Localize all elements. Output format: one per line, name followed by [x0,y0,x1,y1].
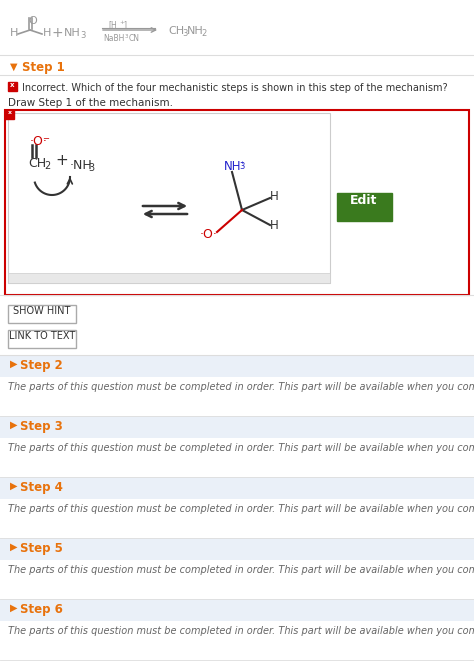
Text: ▶: ▶ [10,481,18,491]
Text: ]: ] [123,20,126,29]
Text: H: H [43,28,51,38]
Text: +: + [52,26,64,40]
Text: CH: CH [168,26,184,36]
Bar [0,295,474,355]
Text: 3: 3 [182,29,187,38]
Text: H: H [270,219,279,232]
Text: NH: NH [187,26,204,36]
Text: Step 4: Step 4 [20,481,63,494]
Text: The parts of this question must be completed in order. This part will be availab: The parts of this question must be compl… [8,443,474,453]
Bar [5,110,14,119]
Text: ·O·: ·O· [200,228,218,241]
Text: The parts of this question must be completed in order. This part will be availab: The parts of this question must be compl… [8,504,474,514]
Bar [0,355,474,377]
Text: +: + [55,153,68,168]
Text: NH: NH [224,160,241,173]
Text: [H: [H [108,20,117,29]
Text: Draw Step 1 of the mechanism.: Draw Step 1 of the mechanism. [8,98,173,108]
Bar [5,110,469,295]
Text: ·NH: ·NH [70,159,93,172]
Text: CN: CN [129,34,140,43]
Text: Step 1: Step 1 [22,61,65,74]
Text: NaBH: NaBH [103,34,124,43]
Text: ▼: ▼ [10,62,18,72]
Text: ▶: ▶ [10,542,18,552]
Text: x: x [8,110,11,115]
Text: Step 5: Step 5 [20,542,63,555]
Bar [0,538,474,560]
Text: 3: 3 [125,34,128,39]
Bar [8,82,17,91]
Bar [0,477,474,499]
Text: H: H [10,28,18,38]
Text: ▶: ▶ [10,420,18,430]
Text: The parts of this question must be completed in order. This part will be availab: The parts of this question must be compl… [8,626,474,636]
Text: 3: 3 [80,31,85,40]
Bar [337,193,392,221]
Text: Edit: Edit [350,194,378,207]
Text: +: + [119,20,124,25]
Text: ·O·: ·O· [30,135,48,148]
Text: x: x [10,82,15,88]
Text: ▶: ▶ [10,359,18,369]
Text: ⁺: ⁺ [239,160,244,169]
Text: 2: 2 [201,29,206,38]
Text: The parts of this question must be completed in order. This part will be availab: The parts of this question must be compl… [8,565,474,575]
Text: H: H [270,190,279,203]
Bar [0,416,474,438]
Bar [0,0,474,55]
Text: The parts of this question must be completed in order. This part will be availab: The parts of this question must be compl… [8,382,474,392]
Text: SHOW HINT: SHOW HINT [13,306,71,316]
Bar [0,55,474,75]
Text: Incorrect. Which of the four mechanistic steps is shown in this step of the mech: Incorrect. Which of the four mechanistic… [22,83,447,93]
Bar [0,599,474,621]
Text: ▶: ▶ [10,603,18,613]
Text: Step 3: Step 3 [20,420,63,433]
Text: 3: 3 [88,163,94,173]
Text: 3: 3 [239,162,245,171]
Bar [0,75,474,105]
Text: 2: 2 [44,161,50,171]
Text: O: O [28,16,37,26]
Bar [8,330,76,348]
Text: Step 2: Step 2 [20,359,63,372]
Text: CH: CH [28,157,46,170]
Text: −: − [42,134,49,143]
Text: LINK TO TEXT: LINK TO TEXT [9,331,75,341]
Bar [8,273,330,283]
Bar [8,113,330,283]
Bar [8,305,76,323]
Text: Step 6: Step 6 [20,603,63,616]
Text: NH: NH [64,28,81,38]
